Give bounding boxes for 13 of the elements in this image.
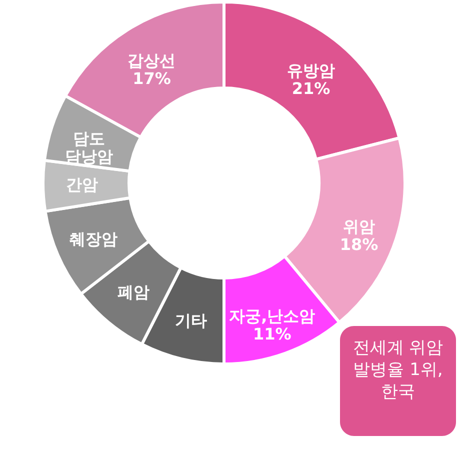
slice-label: 갑상선 xyxy=(128,50,176,70)
data-label: 18% xyxy=(340,234,378,254)
slice-label: 기타 xyxy=(174,311,207,330)
data-label: 11% xyxy=(252,324,292,344)
data-label: 21% xyxy=(292,78,330,98)
slice-label: 폐암 xyxy=(117,282,150,302)
slice-label: 자궁,난소암 xyxy=(229,306,316,326)
slice-label: 췌장암 xyxy=(70,229,118,248)
slice-label: 유방암 xyxy=(287,60,336,80)
text: 전세계 위암 발병율 1위, 한국 xyxy=(352,338,444,402)
slice-label: 간암 xyxy=(66,175,98,194)
slice-label: 위암 xyxy=(343,216,376,236)
data-label: 17% xyxy=(132,68,171,88)
